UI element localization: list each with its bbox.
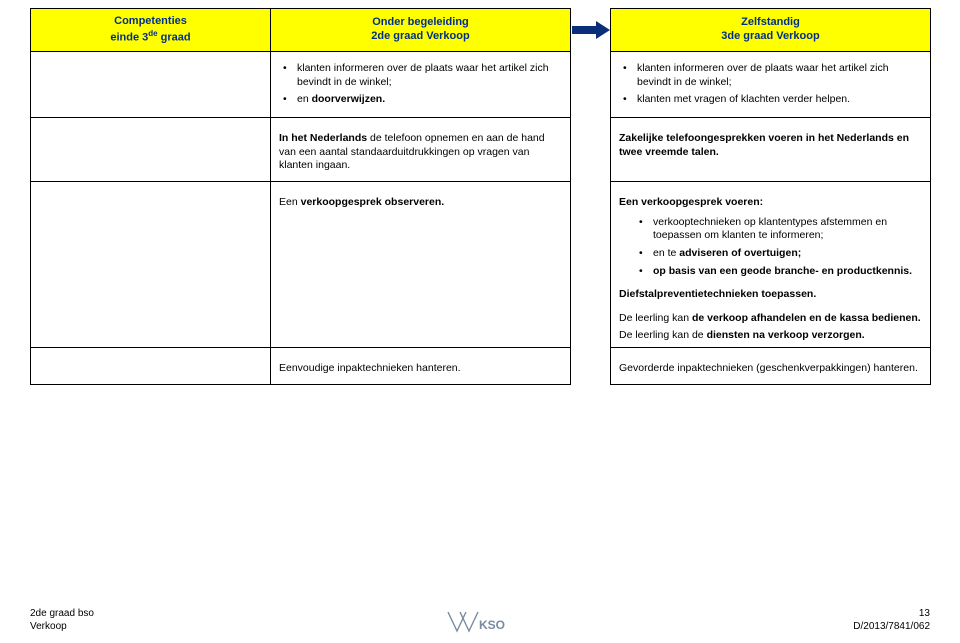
row1-col2-list: klanten informeren over de plaats waar h… xyxy=(279,62,562,107)
row4-col2: Eenvoudige inpaktechnieken hanteren. xyxy=(271,348,571,385)
row3-col4-li2b: adviseren of overtuigen; xyxy=(679,247,801,259)
row3-col4-li2: en te adviseren of overtuigen; xyxy=(639,247,922,261)
header-col1-line2-suffix: graad xyxy=(158,31,191,43)
row3-col4: Een verkoopgesprek voeren: verkooptechni… xyxy=(611,182,931,348)
row1-col2: klanten informeren over de plaats waar h… xyxy=(271,52,571,118)
row1-col4-li2: klanten met vragen of klachten verder he… xyxy=(623,93,922,107)
row3-col4-list: verkooptechnieken op klantentypes afstem… xyxy=(619,216,922,279)
row1-col2-li2: en doorverwijzen. xyxy=(283,93,562,107)
row-4: Eenvoudige inpaktechnieken hanteren. Gev… xyxy=(31,348,931,385)
row2-col1 xyxy=(31,118,271,182)
row3-col4-li2a: en te xyxy=(653,247,679,259)
row2-col4: Zakelijke telefoongesprekken voeren in h… xyxy=(611,118,931,182)
footer-left2: Verkoop xyxy=(30,621,67,632)
row3-col4-p3a: De leerling kan xyxy=(619,312,692,324)
row-1: klanten informeren over de plaats waar h… xyxy=(31,52,931,118)
vvkso-logo-icon: KSO xyxy=(445,609,515,635)
header-col4: Zelfstandig 3de graad Verkoop xyxy=(611,9,931,52)
row3-col4-p4b: diensten na verkoop verzorgen. xyxy=(707,329,865,341)
row3-col2-p: Een verkoopgesprek observeren. xyxy=(279,196,562,210)
row-3: Een verkoopgesprek observeren. Een verko… xyxy=(31,182,931,348)
row2-col2-bold: In het Nederlands xyxy=(279,132,370,144)
header-row: Competenties einde 3de graad Onder begel… xyxy=(31,9,931,52)
row1-col4-list: klanten informeren over de plaats waar h… xyxy=(619,62,922,107)
header-col1-line2-prefix: einde 3 xyxy=(110,31,148,43)
footer-left1: 2de graad bso xyxy=(30,608,94,619)
footer-right2: D/2013/7841/062 xyxy=(853,621,930,632)
row3-col2-a: Een xyxy=(279,196,301,208)
row3-col4-p4a: De leerling kan de xyxy=(619,329,707,341)
footer-logo: KSO xyxy=(445,609,515,635)
row2-col2-p: In het Nederlands de telefoon opnemen en… xyxy=(279,132,562,173)
row3-col4-p2: Diefstalpreventietechnieken toepassen. xyxy=(619,288,922,302)
row1-col1 xyxy=(31,52,271,118)
row3-col1 xyxy=(31,182,271,348)
row4-col4-p: Gevorderde inpaktechnieken (geschenkverp… xyxy=(619,362,922,376)
header-col2-line2: 2de graad Verkoop xyxy=(371,30,469,42)
row1-col2-li1: klanten informeren over de plaats waar h… xyxy=(283,62,562,89)
header-col1-line1: Competenties xyxy=(114,15,187,27)
footer: 2de graad bso Verkoop KSO 13 D/2013/7841… xyxy=(30,607,930,633)
row1-col4: klanten informeren over de plaats waar h… xyxy=(611,52,931,118)
footer-right: 13 D/2013/7841/062 xyxy=(853,607,930,633)
row3-col4-p3b: de verkoop afhandelen en de kassa bedien… xyxy=(692,312,921,324)
row2-col4-p: Zakelijke telefoongesprekken voeren in h… xyxy=(619,132,922,159)
header-col2: Onder begeleiding 2de graad Verkoop xyxy=(271,9,571,52)
row2-col2: In het Nederlands de telefoon opnemen en… xyxy=(271,118,571,182)
row3-col2: Een verkoopgesprek observeren. xyxy=(271,182,571,348)
row3-col4-p3: De leerling kan de verkoop afhandelen en… xyxy=(619,312,922,326)
header-col4-line1: Zelfstandig xyxy=(741,16,800,28)
row1-col4-li1: klanten informeren over de plaats waar h… xyxy=(623,62,922,89)
row3-col4-title: Een verkoopgesprek voeren: xyxy=(619,196,922,210)
header-col1: Competenties einde 3de graad xyxy=(31,9,271,52)
row4-col2-p: Eenvoudige inpaktechnieken hanteren. xyxy=(279,362,562,376)
header-col4-line2: 3de graad Verkoop xyxy=(721,30,819,42)
header-col2-line1: Onder begeleiding xyxy=(372,16,469,28)
row4-col4: Gevorderde inpaktechnieken (geschenkverp… xyxy=(611,348,931,385)
row3-col2-b: verkoopgesprek observeren. xyxy=(301,196,445,208)
row1-col2-li2b: doorverwijzen. xyxy=(312,93,386,105)
row3-col4-li3a: op basis van een geode branche- en produ… xyxy=(653,265,912,277)
row1-col2-li2a: en xyxy=(297,93,312,105)
competencies-table: Competenties einde 3de graad Onder begel… xyxy=(30,8,931,385)
header-arrow-cell xyxy=(571,9,611,52)
row3-col4-li3: op basis van een geode branche- en produ… xyxy=(639,265,922,279)
arrow-icon xyxy=(572,20,610,40)
row3-col4-p4: De leerling kan de diensten na verkoop v… xyxy=(619,329,922,343)
header-col1-line2-sup: de xyxy=(148,29,157,38)
svg-text:KSO: KSO xyxy=(479,618,505,632)
footer-left: 2de graad bso Verkoop xyxy=(30,607,94,633)
row-2: In het Nederlands de telefoon opnemen en… xyxy=(31,118,931,182)
arrow-gap xyxy=(571,52,611,385)
row4-col1 xyxy=(31,348,271,385)
footer-right1: 13 xyxy=(919,608,930,619)
row3-col4-li1: verkooptechnieken op klantentypes afstem… xyxy=(639,216,922,243)
